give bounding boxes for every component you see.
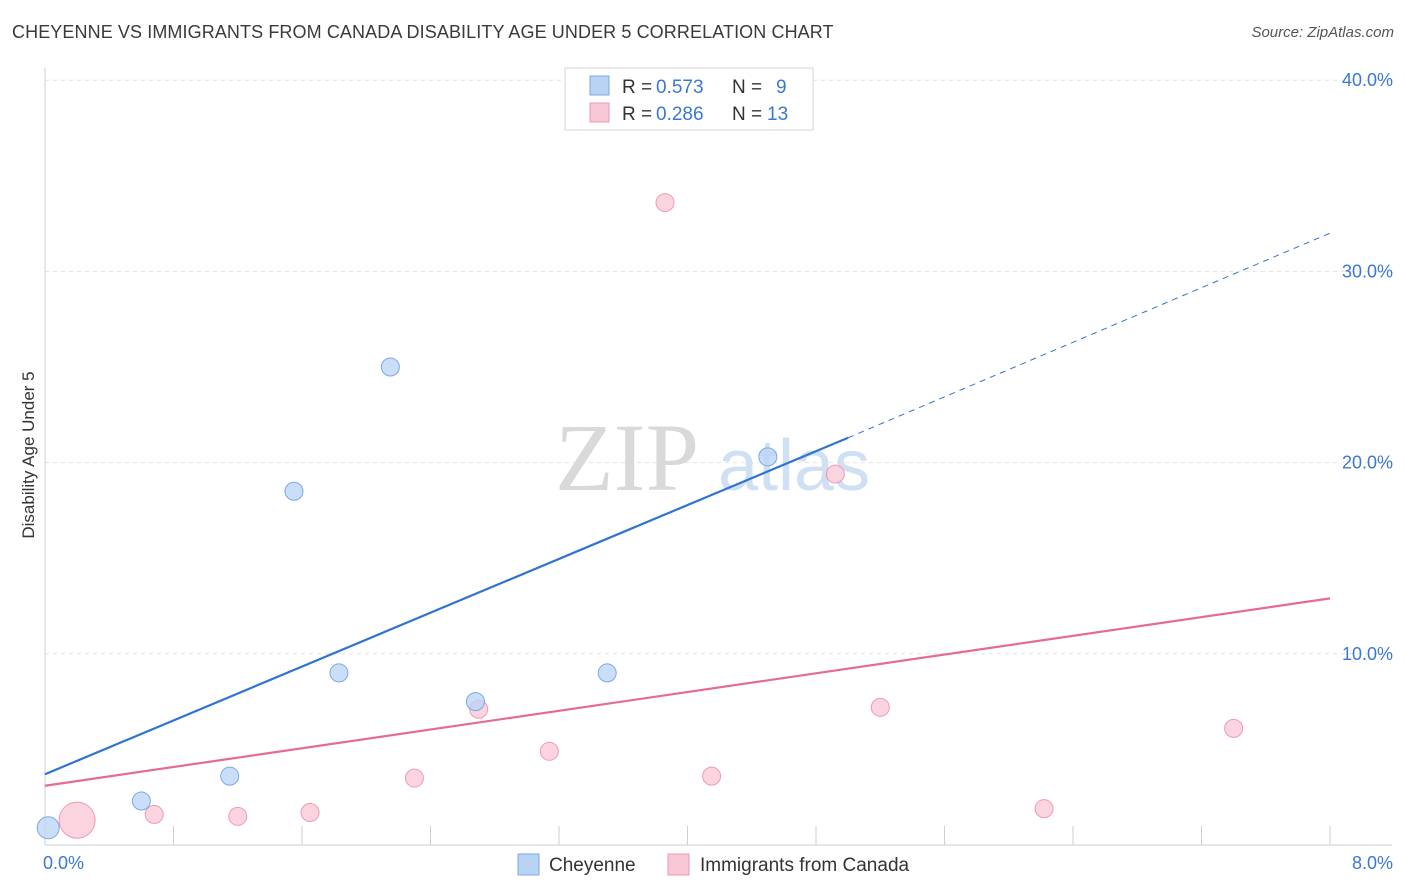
point-cheyenne-6 (465, 692, 485, 712)
point-canada-6 (539, 741, 559, 761)
data-points (36, 193, 1244, 840)
trend-line-extension-0 (847, 232, 1331, 439)
point-cheyenne-0 (36, 816, 60, 840)
point-cheyenne-2 (220, 766, 240, 786)
point-canada-7 (655, 193, 675, 213)
legend-n-label-2: N = (732, 104, 762, 125)
axes (44, 68, 1392, 846)
y-tick-labels: 10.0% 20.0% 30.0% 40.0% (1342, 70, 1393, 664)
legend-n-value-canada: 13 (767, 104, 788, 125)
source-label: Source: ZipAtlas.com (1251, 24, 1394, 41)
y-tick-label-3: 40.0% (1342, 70, 1393, 90)
x-tick-labels: 0.0% 8.0% (43, 853, 1393, 873)
legend-swatch-cheyenne (589, 75, 610, 96)
grid-lines (45, 79, 1392, 655)
x-tick-label-0: 0.0% (43, 853, 84, 873)
point-canada-1 (144, 804, 164, 824)
point-canada-4 (404, 768, 424, 788)
point-cheyenne-8 (758, 447, 778, 467)
y-axis-label: Disability Age Under 5 (19, 371, 38, 538)
point-cheyenne-4 (329, 663, 349, 683)
x-tick-label-1: 8.0% (1352, 853, 1393, 873)
point-canada-11 (1034, 799, 1054, 819)
legend-r-value-cheyenne: 0.573 (656, 77, 704, 98)
y-tick-label-0: 10.0% (1342, 644, 1393, 664)
stats-legend: R = 0.573 N = 9 R = 0.286 N = 13 (564, 67, 814, 131)
legend-n-label-1: N = (732, 77, 762, 98)
legend-n-value-cheyenne: 9 (776, 77, 787, 98)
chart-title: CHEYENNE VS IMMIGRANTS FROM CANADA DISAB… (12, 22, 834, 42)
bottom-legend-label-cheyenne: Cheyenne (549, 855, 636, 876)
point-canada-9 (825, 464, 845, 484)
point-canada-12 (1224, 718, 1244, 738)
legend-swatch-canada (589, 102, 610, 123)
y-tick-label-2: 30.0% (1342, 261, 1393, 281)
bottom-legend-swatch-canada (667, 853, 690, 876)
point-cheyenne-1 (131, 791, 151, 811)
point-canada-10 (870, 697, 890, 717)
point-canada-2 (228, 806, 248, 826)
point-cheyenne-3 (284, 481, 304, 501)
legend-r-label-2: R = (622, 104, 652, 125)
y-tick-label-1: 20.0% (1342, 453, 1393, 473)
trend-line-0 (44, 436, 849, 776)
point-cheyenne-7 (597, 663, 617, 683)
trend-lines (44, 232, 1331, 787)
series-legend: Cheyenne Immigrants from Canada (517, 853, 910, 876)
bottom-legend-label-canada: Immigrants from Canada (700, 855, 910, 876)
watermark-zip: ZIP (555, 404, 699, 511)
trend-line-1 (44, 597, 1331, 787)
legend-r-value-canada: 0.286 (656, 104, 704, 125)
legend-r-label-1: R = (622, 77, 652, 98)
point-canada-8 (702, 766, 722, 786)
bottom-legend-swatch-cheyenne (517, 853, 540, 876)
point-canada-3 (300, 802, 320, 822)
point-cheyenne-5 (380, 357, 400, 377)
watermark: ZIP atlas (555, 404, 870, 511)
point-canada-0 (58, 801, 96, 839)
